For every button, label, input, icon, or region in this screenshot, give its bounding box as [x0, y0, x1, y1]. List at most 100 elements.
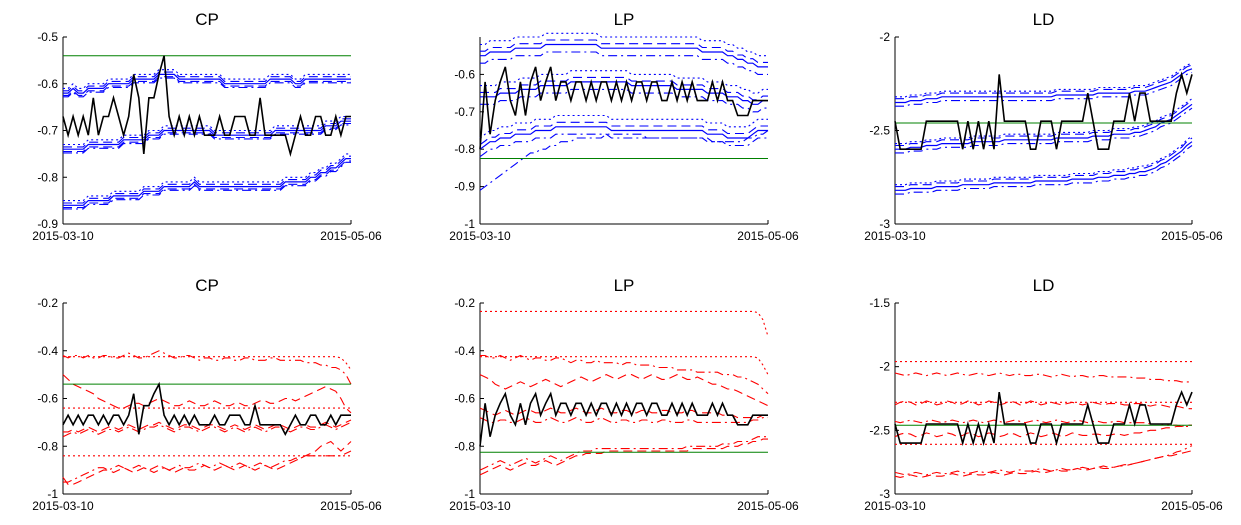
forecast-band-dashed-4-3: [63, 155, 351, 204]
forecast-band-dashdot-7-3: [479, 133, 768, 158]
forecast-band-dashed-5-1: [63, 76, 351, 96]
forecast-band-solid-1-1: [480, 43, 768, 68]
forecast-band-dotted-5-1: [895, 62, 1193, 98]
y-tick-label: -0.7: [37, 124, 58, 138]
forecast-band-dashed-5-3: [63, 160, 351, 209]
x-tick-label: 2015-05-06: [737, 499, 799, 513]
forecast-band-solid-3-1: [479, 126, 768, 150]
y-tick-label: -0.6: [454, 67, 475, 81]
forecast-band-dotted-6-1: [63, 69, 351, 89]
forecast-band-dashdot-5-1: [894, 419, 1192, 428]
forecast-band-dashed-6-1: [894, 424, 1192, 438]
y-tick-label: -0.8: [454, 439, 475, 453]
y-tick-label: -0.7: [454, 105, 475, 119]
subplot-title: LD: [1033, 10, 1055, 29]
y-tick-label: -2.5: [869, 423, 890, 437]
x-tick-label: 2015-03-10: [32, 499, 94, 513]
forecast-band-solid-1-1: [895, 68, 1193, 104]
forecast-band-solid-3-1: [63, 158, 351, 206]
observed-series: [479, 391, 768, 447]
forecast-band-dashdot-7-1: [479, 436, 768, 471]
forecast-band-solid-2-1: [895, 103, 1193, 150]
forecast-band-dashed-4-2: [895, 100, 1193, 147]
y-tick-label: -0.8: [454, 142, 475, 156]
forecast-band-dashed-3-1: [894, 400, 1192, 410]
forecast-band-solid-1-1: [63, 73, 351, 94]
x-tick-label: 2015-03-10: [864, 229, 926, 243]
y-tick-label: -1: [47, 487, 58, 501]
forecast-band-dashed-8-1: [62, 440, 352, 485]
forecast-band-dashed-5-3: [479, 121, 768, 146]
forecast-band-dashed-3-1: [62, 374, 352, 414]
y-tick-label: -0.6: [37, 77, 58, 91]
y-tick-label: -2: [879, 30, 890, 44]
forecast-band-dashdot-6-1: [479, 416, 768, 423]
forecast-band-dashed-8-1: [479, 438, 768, 476]
observed-series: [479, 66, 768, 150]
forecast-band-solid-2-1: [63, 120, 351, 150]
forecast-band-dashed-4-1: [63, 71, 351, 92]
y-tick-label: -0.4: [37, 344, 58, 358]
x-tick-label: 2015-05-06: [1161, 229, 1223, 243]
x-tick-label: 2015-03-10: [32, 229, 94, 243]
forecast-band-dashdot-7-2: [480, 88, 768, 113]
y-tick-label: -0.2: [454, 296, 475, 310]
forecast-band-dotted-2-1: [480, 356, 769, 375]
observed-series: [894, 71, 1193, 150]
x-tick-label: 2015-05-06: [1161, 499, 1223, 513]
forecast-band-dashed-4-2: [63, 118, 351, 148]
observed-series: [62, 381, 351, 437]
forecast-band-dotted-5-2: [895, 98, 1193, 145]
x-tick-label: 2015-03-10: [449, 499, 511, 513]
y-tick-label: -1: [464, 217, 475, 231]
forecast-band-dashdot-6-1: [895, 71, 1193, 107]
subplot-5: LP -1 -0.8 -0.6 -0.4 -0.2 2015-03-10 2015-05-06: [449, 276, 799, 513]
forecast-band-dashdot-2-1: [894, 372, 1192, 383]
y-tick-label: -1.5: [869, 296, 890, 310]
subplot-3: LD -3 -2.5 -2 2015-03-10 2015-05-06: [864, 10, 1223, 243]
forecast-band-dashed-4-3: [895, 137, 1193, 188]
subplot-title: LP: [614, 10, 635, 29]
forecast-band-dashed-5-2: [63, 122, 351, 153]
forecast-band-dashdot-4-1: [479, 130, 769, 191]
y-tick-label: -2.5: [869, 124, 890, 138]
forecast-band-dotted-1-1: [63, 356, 352, 371]
forecast-band-dotted-6-3: [63, 153, 351, 202]
subplot-title: CP: [195, 276, 219, 295]
x-tick-label: 2015-05-06: [320, 499, 382, 513]
y-tick-label: -0.6: [37, 392, 58, 406]
y-tick-label: -3: [879, 217, 890, 231]
subplot-1: CP -0.9 -0.8 -0.7 -0.6 -0.5 2015-03-10 2015-05-…: [32, 10, 382, 243]
observed-series: [894, 389, 1193, 447]
y-tick-label: -0.6: [454, 392, 475, 406]
y-tick-label: -0.9: [454, 180, 475, 194]
x-tick-label: 2015-03-10: [864, 499, 926, 513]
x-tick-label: 2015-03-10: [449, 229, 511, 243]
forecast-band-dashed-4-1: [895, 64, 1193, 100]
forecast-band-dashed-9-1: [894, 450, 1193, 478]
subplot-title: LD: [1033, 276, 1055, 295]
y-tick-label: -1: [464, 487, 475, 501]
forecast-band-dashed-5-1: [480, 39, 768, 63]
x-tick-label: 2015-05-06: [737, 229, 799, 243]
y-tick-label: -2: [879, 360, 890, 374]
subplot-title: CP: [195, 10, 219, 29]
forecast-band-dashdot-6-2: [895, 107, 1193, 154]
forecast-band-dashdot-2-1: [62, 350, 352, 385]
forecast-band-dashdot-7-1: [63, 77, 351, 98]
subplot-4: CP -1 -0.8 -0.6 -0.4 -0.2 2015-03-10 2015-05-06: [32, 276, 382, 513]
observed-series: [62, 55, 351, 157]
forecast-band-dashdot-3-1: [480, 354, 769, 395]
forecast-band-dashdot-6-3: [895, 145, 1193, 195]
forecast-band-dotted-5-3: [895, 135, 1193, 186]
y-tick-label: -0.8: [37, 170, 58, 184]
forecast-band-dashdot-7-3: [63, 161, 351, 210]
forecast-band-dashdot-9-1: [63, 450, 352, 483]
forecast-band-solid-3-1: [895, 141, 1193, 191]
subplot-2: LP -1 -0.9 -0.8 -0.7 -0.6 2015-03-10 2015-05-06: [449, 10, 799, 243]
y-tick-label: -0.2: [37, 296, 58, 310]
y-tick-label: -0.8: [37, 439, 58, 453]
forecast-band-dashdot-7-2: [63, 124, 351, 154]
forecast-band-dashed-5-2: [480, 76, 768, 101]
